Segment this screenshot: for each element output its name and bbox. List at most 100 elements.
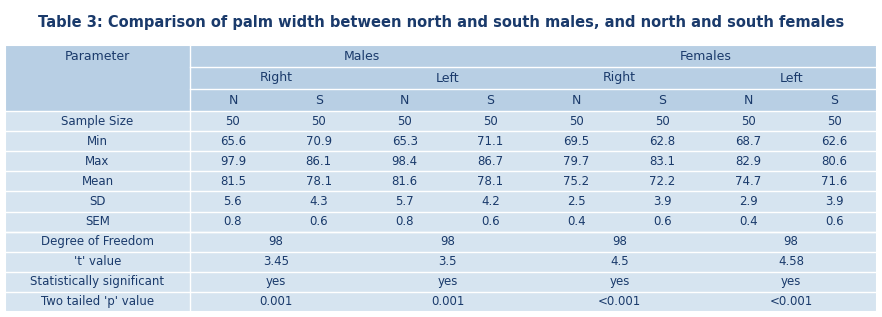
Text: N: N xyxy=(572,94,581,107)
Text: 98: 98 xyxy=(612,235,627,248)
Text: 80.6: 80.6 xyxy=(821,155,847,168)
Text: 68.7: 68.7 xyxy=(735,135,761,148)
Text: 79.7: 79.7 xyxy=(564,155,589,168)
Text: 5.7: 5.7 xyxy=(395,195,414,208)
Text: Table 3: Comparison of palm width between north and south males, and north and s: Table 3: Comparison of palm width betwee… xyxy=(38,15,844,29)
Text: 97.9: 97.9 xyxy=(220,155,246,168)
Text: yes: yes xyxy=(781,275,802,288)
Text: 4.2: 4.2 xyxy=(482,195,500,208)
Text: Females: Females xyxy=(679,49,731,62)
Text: S: S xyxy=(658,94,666,107)
Text: 81.5: 81.5 xyxy=(220,175,246,188)
Text: 0.001: 0.001 xyxy=(431,295,464,308)
Text: N: N xyxy=(400,94,409,107)
Text: 50: 50 xyxy=(569,114,584,127)
Text: Parameter: Parameter xyxy=(65,49,131,62)
Text: 81.6: 81.6 xyxy=(392,175,418,188)
Text: N: N xyxy=(744,94,753,107)
Bar xyxy=(5,151,877,171)
Text: 50: 50 xyxy=(483,114,498,127)
Text: 98: 98 xyxy=(440,235,455,248)
Text: Right: Right xyxy=(259,72,292,85)
Text: 65.6: 65.6 xyxy=(220,135,246,148)
Text: Mean: Mean xyxy=(81,175,114,188)
Text: 0.6: 0.6 xyxy=(310,215,328,228)
Text: 71.6: 71.6 xyxy=(821,175,848,188)
Text: SEM: SEM xyxy=(85,215,110,228)
Bar xyxy=(5,211,877,232)
Text: 4.5: 4.5 xyxy=(610,255,629,268)
Bar xyxy=(5,89,877,111)
Text: yes: yes xyxy=(609,275,630,288)
Text: 78.1: 78.1 xyxy=(306,175,332,188)
Bar xyxy=(5,131,877,151)
Text: 0.4: 0.4 xyxy=(739,215,758,228)
Bar xyxy=(5,272,877,292)
Bar xyxy=(5,171,877,191)
Text: 4.3: 4.3 xyxy=(310,195,328,208)
Text: 3.9: 3.9 xyxy=(653,195,671,208)
Text: Statistically significant: Statistically significant xyxy=(31,275,165,288)
Bar xyxy=(5,191,877,211)
Text: 50: 50 xyxy=(311,114,326,127)
Text: 0.6: 0.6 xyxy=(482,215,500,228)
Text: yes: yes xyxy=(437,275,458,288)
Text: Min: Min xyxy=(87,135,108,148)
Text: 98.4: 98.4 xyxy=(392,155,418,168)
Text: 2.9: 2.9 xyxy=(739,195,758,208)
Text: 86.1: 86.1 xyxy=(306,155,332,168)
Text: 2.5: 2.5 xyxy=(567,195,586,208)
Text: 0.6: 0.6 xyxy=(825,215,843,228)
Text: Max: Max xyxy=(86,155,109,168)
Text: Degree of Freedom: Degree of Freedom xyxy=(41,235,154,248)
Text: SD: SD xyxy=(89,195,106,208)
Text: 0.6: 0.6 xyxy=(653,215,671,228)
Text: N: N xyxy=(228,94,237,107)
Text: 62.8: 62.8 xyxy=(649,135,676,148)
Text: 50: 50 xyxy=(655,114,669,127)
Text: yes: yes xyxy=(265,275,286,288)
Text: 98: 98 xyxy=(268,235,283,248)
Text: 4.58: 4.58 xyxy=(778,255,804,268)
Text: 83.1: 83.1 xyxy=(649,155,676,168)
Text: 50: 50 xyxy=(226,114,240,127)
Text: 50: 50 xyxy=(397,114,412,127)
Text: 98: 98 xyxy=(784,235,798,248)
Text: 69.5: 69.5 xyxy=(564,135,589,148)
Bar xyxy=(5,45,877,67)
Text: 72.2: 72.2 xyxy=(649,175,676,188)
Text: 5.6: 5.6 xyxy=(224,195,243,208)
Text: 0.8: 0.8 xyxy=(395,215,414,228)
Text: Left: Left xyxy=(780,72,803,85)
Text: 86.7: 86.7 xyxy=(477,155,504,168)
Text: 3.5: 3.5 xyxy=(438,255,457,268)
Text: Right: Right xyxy=(603,72,636,85)
Text: S: S xyxy=(830,94,838,107)
Text: 62.6: 62.6 xyxy=(821,135,848,148)
Text: <0.001: <0.001 xyxy=(598,295,641,308)
Text: Sample Size: Sample Size xyxy=(62,114,134,127)
Text: Two tailed 'p' value: Two tailed 'p' value xyxy=(41,295,154,308)
Bar xyxy=(5,292,877,312)
Text: 50: 50 xyxy=(826,114,841,127)
Text: 0.8: 0.8 xyxy=(224,215,243,228)
Text: 65.3: 65.3 xyxy=(392,135,418,148)
Text: S: S xyxy=(315,94,323,107)
Text: 0.4: 0.4 xyxy=(567,215,586,228)
Text: 78.1: 78.1 xyxy=(477,175,504,188)
Bar xyxy=(5,45,877,312)
Bar xyxy=(5,111,877,131)
Text: 70.9: 70.9 xyxy=(306,135,332,148)
Text: 3.9: 3.9 xyxy=(825,195,843,208)
Text: 74.7: 74.7 xyxy=(735,175,761,188)
Text: <0.001: <0.001 xyxy=(769,295,812,308)
Text: 't' value: 't' value xyxy=(74,255,121,268)
Text: 71.1: 71.1 xyxy=(477,135,504,148)
Text: Males: Males xyxy=(344,49,380,62)
Text: 3.45: 3.45 xyxy=(263,255,289,268)
Bar xyxy=(5,252,877,272)
Bar xyxy=(5,67,877,89)
Text: S: S xyxy=(487,94,495,107)
Text: 0.001: 0.001 xyxy=(259,295,293,308)
Text: 75.2: 75.2 xyxy=(564,175,589,188)
